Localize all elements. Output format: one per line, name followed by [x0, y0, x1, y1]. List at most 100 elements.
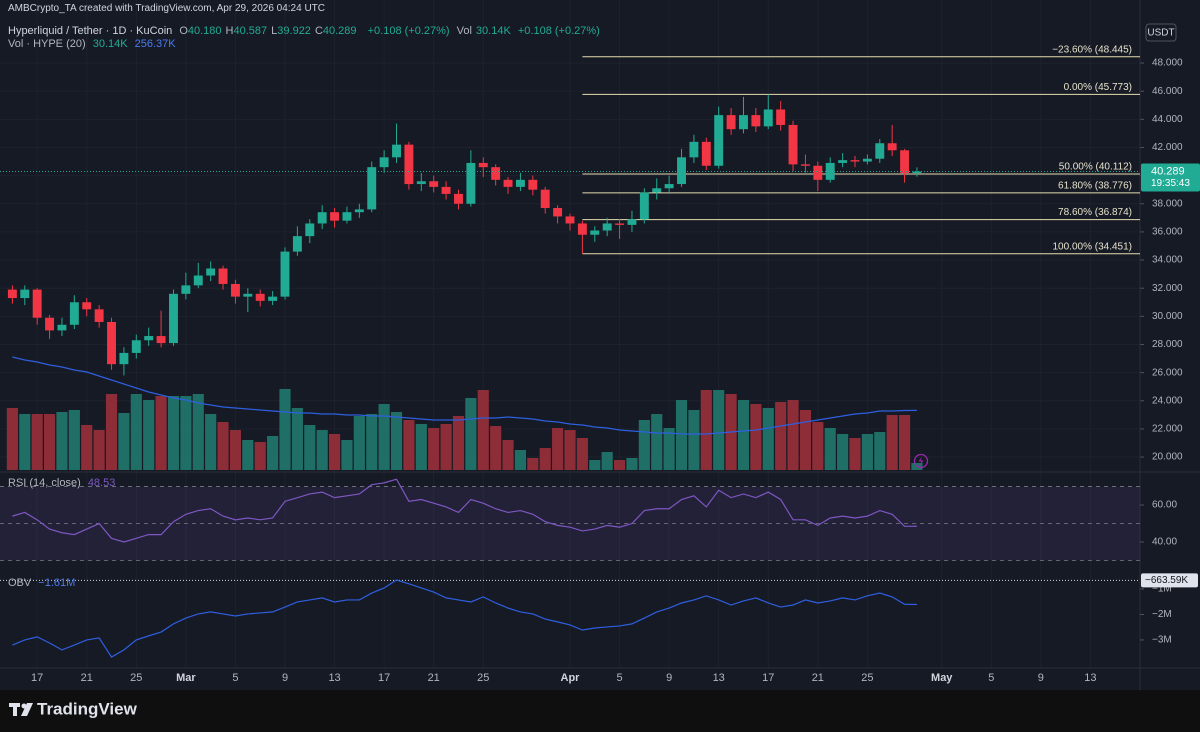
candle-body [45, 317, 55, 331]
x-tick-label: 13 [328, 672, 340, 684]
x-tick-label: Apr [561, 672, 581, 684]
volume-bar [118, 413, 130, 470]
candle-body [838, 160, 848, 163]
candle-body [441, 186, 451, 194]
volume-bar [43, 414, 56, 470]
vol-label: Vol [456, 25, 472, 37]
volume-bar [316, 430, 328, 470]
candle-body [169, 293, 178, 344]
candle-body [292, 236, 302, 252]
rsi-value: 48.53 [87, 477, 116, 489]
candle-body [156, 336, 166, 344]
volume-bar [291, 408, 303, 470]
volume-bar [353, 416, 365, 470]
volume-bar [477, 390, 489, 470]
ohlc-value: 40.289 [322, 25, 357, 37]
candle-body [503, 179, 513, 187]
rsi-legend: RSI (14, close) 48.53 [8, 477, 119, 489]
obv-tick-label: −3M [1152, 635, 1172, 646]
x-tick-label: 5 [617, 672, 623, 684]
candle-body [751, 115, 761, 127]
volume-bar [390, 412, 403, 470]
candle-body [32, 289, 42, 318]
candle-body [813, 165, 823, 180]
candle-body [478, 162, 488, 168]
volume-bar [440, 424, 452, 470]
y-tick-label: 42.000 [1152, 142, 1183, 153]
candle-body [491, 167, 501, 180]
candle-body [875, 143, 885, 159]
volume-bar [180, 396, 192, 470]
currency: USDT [1147, 28, 1174, 39]
volume-bar [328, 434, 341, 470]
candle-body [280, 251, 290, 297]
x-tick-label: 21 [428, 672, 440, 684]
candle-body [652, 188, 662, 193]
y-tick-label: 48.000 [1152, 58, 1183, 69]
candle-body [416, 181, 426, 185]
candle-body [193, 275, 203, 286]
candle-body [553, 207, 563, 217]
volume-indicator: Vol · HYPE (20) 30.14K 256.37K [8, 38, 180, 50]
volume-bar [552, 428, 564, 470]
candle-body [342, 212, 352, 221]
candle-body [627, 219, 637, 225]
x-tick-label: 25 [861, 672, 873, 684]
change: +0.108 (+0.27%) [367, 25, 450, 37]
volume-bar [750, 404, 762, 470]
ohlc-value: 40.587 [233, 25, 268, 37]
ohlc-label: H [225, 25, 234, 37]
volume-bar [93, 430, 105, 470]
obv-marker-box [1141, 573, 1198, 588]
y-tick-label: 22.000 [1152, 424, 1183, 435]
x-tick-label: 25 [130, 672, 142, 684]
candle-body [404, 144, 414, 185]
x-tick-label: 9 [666, 672, 672, 684]
candle-body [144, 336, 154, 341]
candle-body [615, 223, 625, 225]
volume-bar [415, 424, 427, 470]
volume-bar [229, 430, 242, 470]
candle-body [57, 324, 67, 331]
obv-legend: OBV −1.61M [8, 577, 79, 589]
x-tick-label: 13 [1084, 672, 1096, 684]
ohlc-label: O [179, 25, 188, 37]
candle-body [739, 115, 748, 130]
y-tick-label: 46.000 [1152, 86, 1183, 97]
candle-body [268, 296, 278, 301]
volume-bar [787, 400, 799, 470]
volume-bar [576, 438, 588, 470]
candle-body [131, 340, 141, 353]
vol-change: +0.108 (+0.27%) [517, 25, 600, 37]
countdown-label: 19:35:43 [1151, 178, 1190, 189]
volume-bar [688, 410, 700, 470]
volume-bar [366, 414, 378, 470]
volume-bar [589, 460, 601, 470]
replay-icon [913, 453, 929, 469]
volume-bar [824, 428, 836, 470]
candle-body [181, 285, 191, 294]
candle-body [466, 162, 476, 204]
y-tick-label: 34.000 [1152, 255, 1183, 266]
candle-body [69, 302, 79, 325]
candle-body [825, 162, 835, 180]
volume-bar [167, 396, 180, 470]
volume-indicator-label: Vol · HYPE (20) [8, 38, 86, 50]
fib-label: 61.80% (38.776) [1058, 180, 1132, 191]
y-tick-label: 24.000 [1152, 395, 1183, 406]
volume-bar [861, 434, 873, 470]
candle-body [107, 321, 116, 365]
x-tick-label: 13 [713, 672, 725, 684]
y-tick-label: 30.000 [1152, 311, 1183, 322]
y-tick-label: 32.000 [1152, 283, 1183, 294]
candle-body [243, 293, 253, 297]
volume-bar [502, 440, 514, 470]
x-tick-label: 21 [81, 672, 93, 684]
candle-body [776, 109, 786, 125]
currency-box [1145, 23, 1177, 42]
volume-bar [81, 425, 93, 470]
volume-ma-line [12, 356, 917, 435]
candle-body [900, 150, 910, 174]
candle-body [119, 352, 129, 365]
